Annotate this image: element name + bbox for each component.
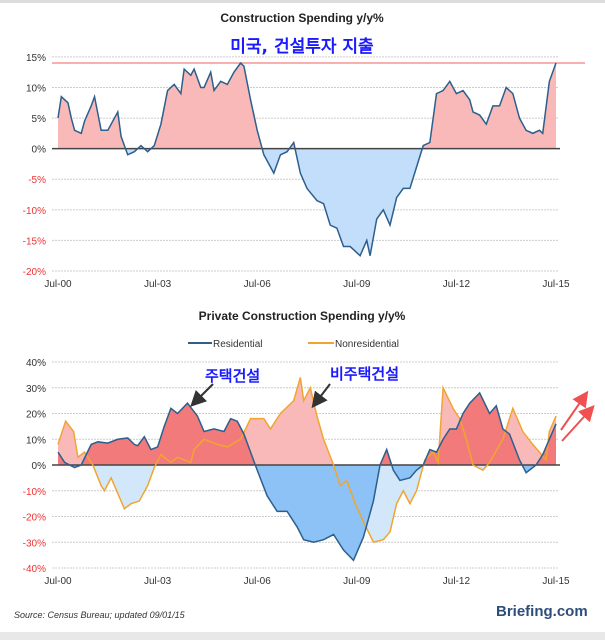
area-positive-nonresidential bbox=[58, 377, 556, 465]
y-tick-label: 40% bbox=[26, 358, 46, 369]
annotation-arrow-nonresidential bbox=[311, 383, 331, 409]
x-tick-label: Jul-06 bbox=[244, 279, 272, 290]
area-positive-residential bbox=[58, 392, 556, 465]
chart2-title: Private Construction Spending y/y% bbox=[199, 309, 406, 323]
area-negative-residential bbox=[58, 465, 556, 561]
bottom-strip bbox=[0, 632, 605, 640]
series-line-nonresidential bbox=[57, 377, 557, 544]
y-tick-label: -10% bbox=[23, 487, 46, 498]
source-note: Source: Census Bureau; updated 09/01/15 bbox=[14, 610, 186, 620]
brand-logo: Briefing.com bbox=[496, 603, 588, 620]
y-tick-label: 5% bbox=[32, 114, 47, 125]
series-line-total bbox=[57, 61, 557, 257]
x-tick-label: Jul-15 bbox=[542, 576, 570, 587]
y-tick-label: 10% bbox=[26, 83, 46, 94]
x-tick-label: Jul-15 bbox=[542, 279, 570, 290]
y-tick-label: 15% bbox=[26, 53, 46, 64]
y-tick-label: -10% bbox=[23, 206, 46, 217]
y-tick-label: -15% bbox=[23, 236, 46, 247]
x-tick-label: Jul-06 bbox=[244, 576, 272, 587]
chart1-plot: 15% 10% 5% 0% -5% -10% -15% -20%Jul-00 Jul-03 Jul… bbox=[23, 53, 585, 290]
x-tick-label: Jul-00 bbox=[44, 279, 72, 290]
series-line-residential bbox=[57, 391, 557, 562]
legend-residential-label: Residential bbox=[213, 339, 262, 350]
y-tick-label: 30% bbox=[26, 384, 46, 395]
chart1-title: Construction Spending y/y% bbox=[220, 11, 384, 25]
x-tick-label: Jul-09 bbox=[343, 576, 371, 587]
area-negative-total bbox=[125, 149, 423, 256]
y-tick-label: 0% bbox=[32, 145, 47, 156]
top-border bbox=[0, 0, 605, 3]
area-negative-nonresidential bbox=[58, 465, 556, 543]
x-tick-label: Jul-00 bbox=[44, 576, 72, 587]
annotation-nonresidential: 비주택건설 bbox=[330, 365, 399, 383]
legend-nonresidential-label: Nonresidential bbox=[335, 339, 399, 350]
chart2-plot: 40% 30% 20% 10% 0% -10% -20% -30% -40%Jul-00 Jul-… bbox=[23, 358, 570, 587]
chart1-subtitle: 미국, 건설투자 지출 bbox=[230, 37, 374, 57]
x-tick-label: Jul-03 bbox=[144, 279, 172, 290]
y-tick-label: -20% bbox=[23, 267, 46, 278]
chart2-legend: Residential Nonresidential bbox=[188, 339, 399, 350]
y-tick-label: 20% bbox=[26, 410, 46, 421]
up-arrow-1 bbox=[560, 390, 589, 431]
annotation-residential: 주택건설 bbox=[205, 367, 260, 385]
x-tick-label: Jul-12 bbox=[443, 576, 471, 587]
up-arrow-2 bbox=[561, 405, 595, 442]
annotation-arrow-residential bbox=[190, 383, 214, 407]
x-tick-label: Jul-09 bbox=[343, 279, 371, 290]
y-tick-label: 0% bbox=[32, 461, 47, 472]
x-tick-label: Jul-12 bbox=[443, 279, 471, 290]
y-tick-label: -5% bbox=[28, 175, 46, 186]
y-tick-label: 10% bbox=[26, 435, 46, 446]
y-tick-label: -20% bbox=[23, 513, 46, 524]
y-tick-label: -30% bbox=[23, 538, 46, 549]
y-tick-label: -40% bbox=[23, 564, 46, 575]
x-tick-label: Jul-03 bbox=[144, 576, 172, 587]
